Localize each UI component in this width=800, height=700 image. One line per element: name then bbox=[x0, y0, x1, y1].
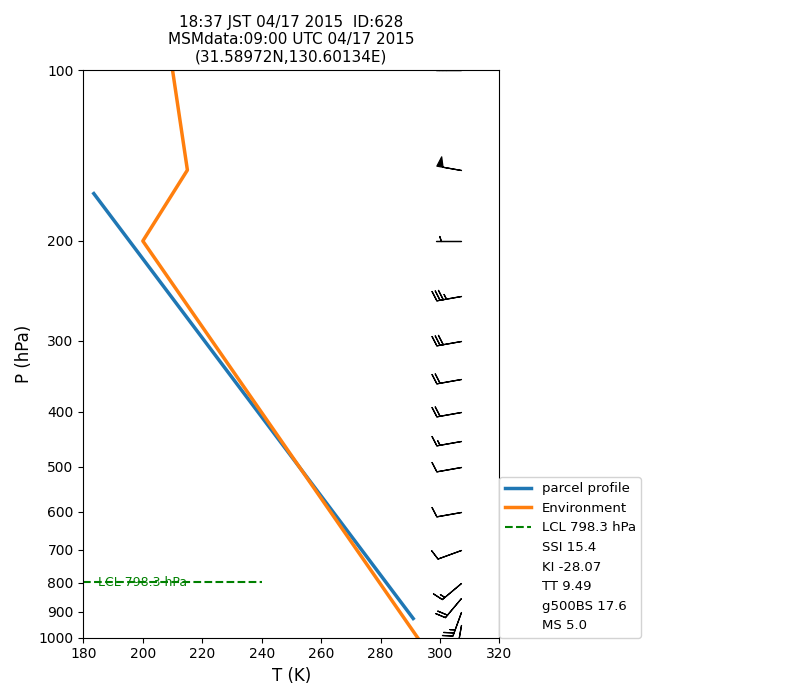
Y-axis label: P (hPa): P (hPa) bbox=[15, 325, 33, 383]
X-axis label: T (K): T (K) bbox=[272, 667, 311, 685]
Environment bbox=[168, 66, 178, 74]
Legend: parcel profile, Environment, LCL 798.3 hPa, SSI 15.4, KI -28.07, TT 9.49, g500BS: parcel profile, Environment, LCL 798.3 h… bbox=[499, 477, 641, 638]
Title: 18:37 JST 04/17 2015  ID:628
MSMdata:09:00 UTC 04/17 2015
(31.58972N,130.60134E): 18:37 JST 04/17 2015 ID:628 MSMdata:09:0… bbox=[168, 15, 414, 65]
Line: Environment: Environment bbox=[143, 70, 418, 638]
Environment bbox=[138, 237, 148, 245]
Text: LCL 798.3 hPa: LCL 798.3 hPa bbox=[98, 575, 187, 589]
Environment bbox=[413, 634, 422, 642]
Environment bbox=[182, 166, 192, 174]
